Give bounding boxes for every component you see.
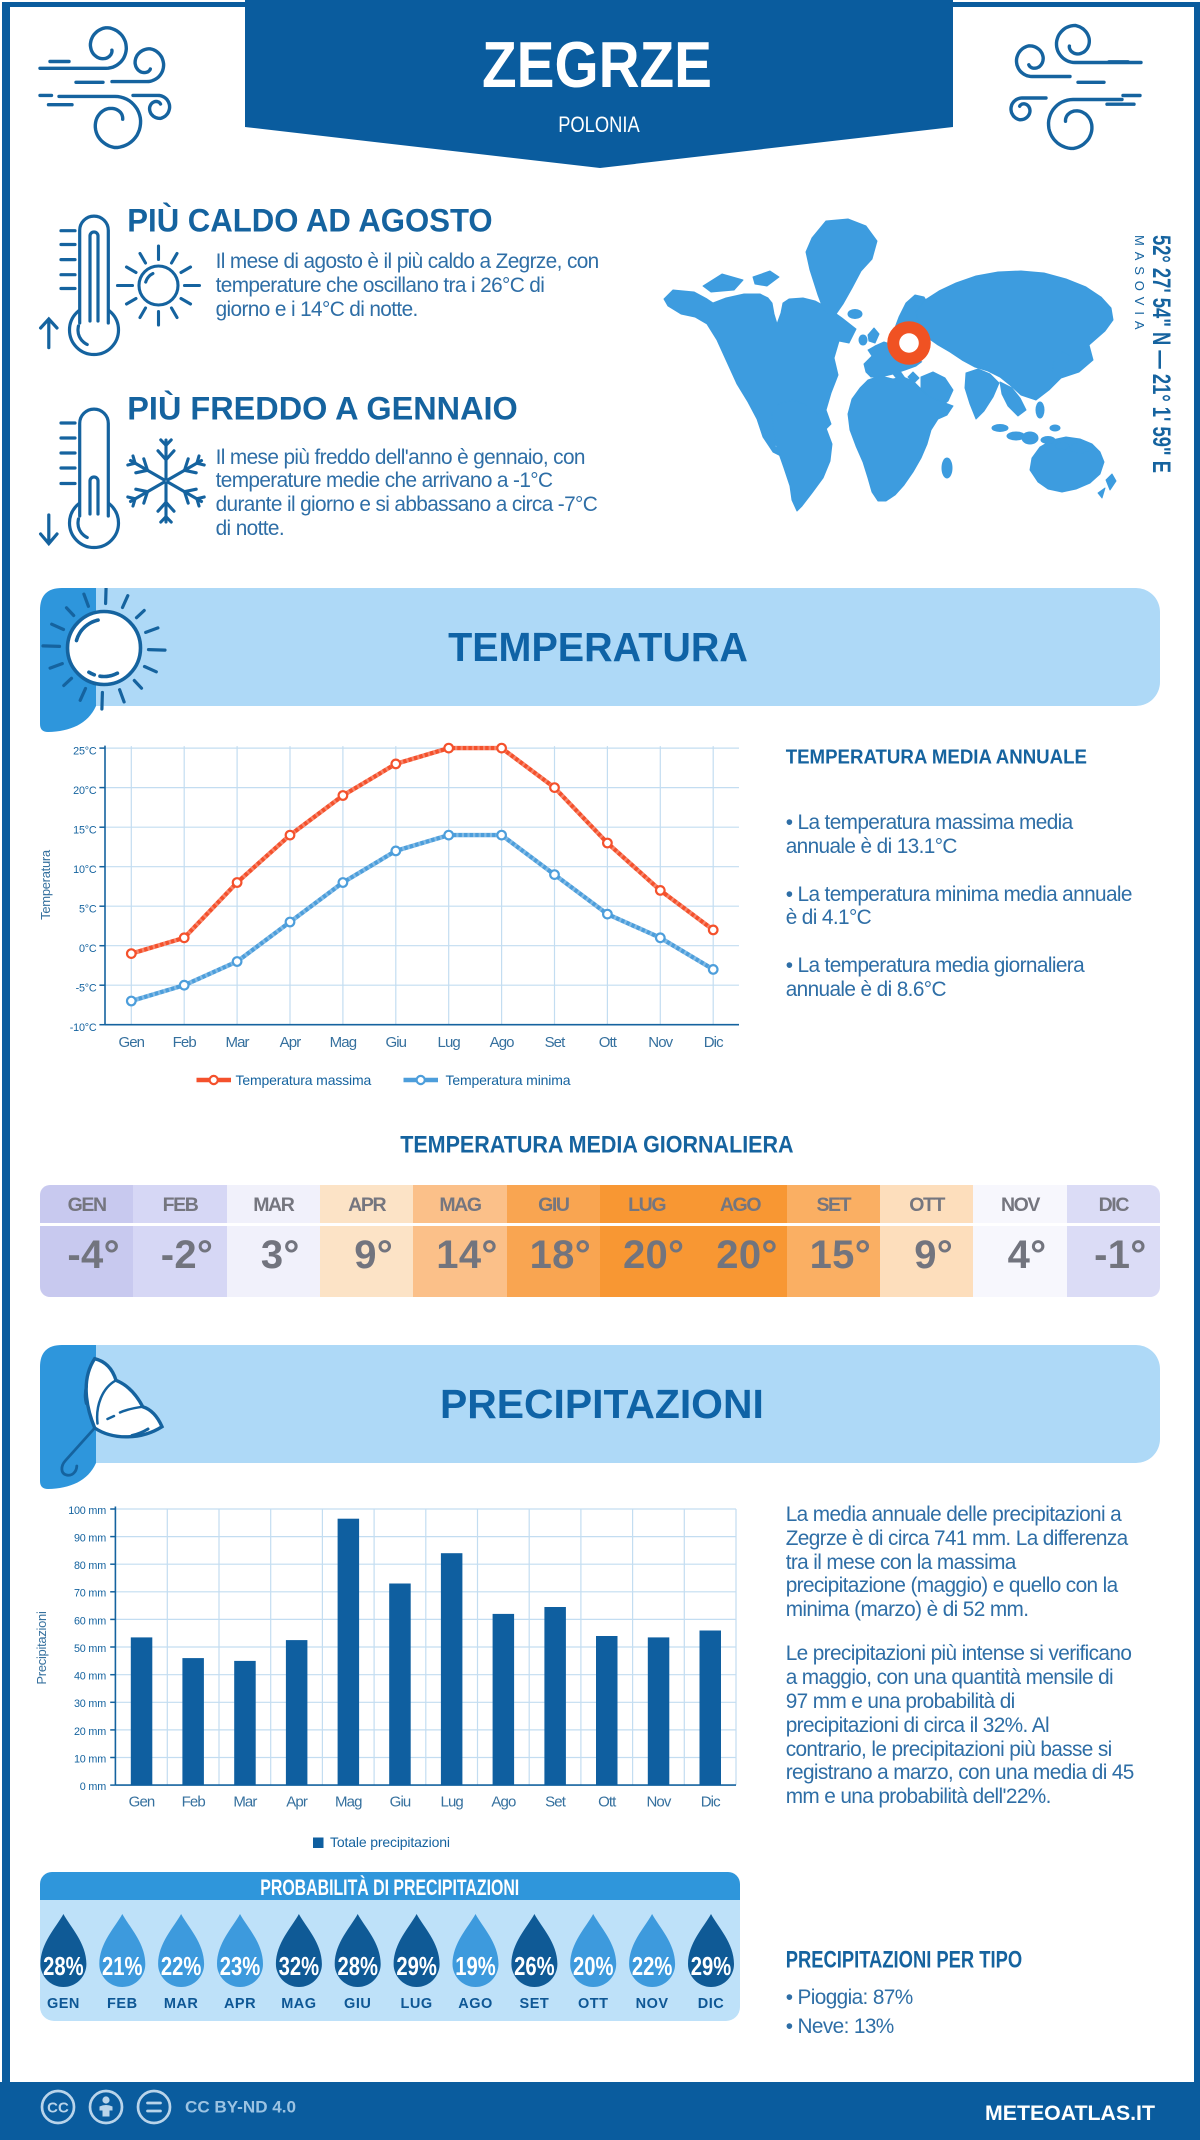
svg-text:20 mm: 20 mm xyxy=(74,1726,106,1738)
svg-text:MAR: MAR xyxy=(164,1996,199,2012)
svg-text:Gen: Gen xyxy=(129,1794,155,1811)
svg-text:SET: SET xyxy=(520,1996,550,2012)
svg-text:Feb: Feb xyxy=(182,1794,206,1811)
svg-text:Dic: Dic xyxy=(701,1794,721,1811)
svg-text:50 mm: 50 mm xyxy=(74,1643,106,1655)
svg-text:PROBABILITÀ DI PRECIPITAZIONI: PROBABILITÀ DI PRECIPITAZIONI xyxy=(260,1875,519,1900)
svg-text:METEOATLAS.IT: METEOATLAS.IT xyxy=(985,2102,1155,2125)
svg-text:PRECIPITAZIONI PER TIPO: PRECIPITAZIONI PER TIPO xyxy=(786,1947,1023,1973)
svg-text:PIÙ CALDO AD AGOSTO: PIÙ CALDO AD AGOSTO xyxy=(127,202,492,239)
svg-text:Lug: Lug xyxy=(441,1794,464,1811)
svg-text:MAG: MAG xyxy=(281,1996,316,2012)
svg-text:Mag: Mag xyxy=(330,1034,357,1051)
svg-text:Dic: Dic xyxy=(704,1034,724,1051)
svg-text:Totale precipitazioni: Totale precipitazioni xyxy=(330,1834,450,1850)
svg-text:Ott: Ott xyxy=(598,1794,617,1811)
svg-text:23%: 23% xyxy=(220,1951,261,1981)
svg-text:-5°C: -5°C xyxy=(76,983,97,995)
svg-text:Precipitazioni: Precipitazioni xyxy=(34,1611,49,1685)
svg-text:Ago: Ago xyxy=(491,1794,516,1811)
svg-text:10°C: 10°C xyxy=(73,864,97,876)
svg-text:Temperatura minima: Temperatura minima xyxy=(446,1072,571,1088)
svg-text:22%: 22% xyxy=(632,1951,673,1981)
svg-text:Feb: Feb xyxy=(173,1034,197,1051)
svg-text:Mar: Mar xyxy=(233,1794,257,1811)
svg-text:TEMPERATURA MEDIA GIORNALIERA: TEMPERATURA MEDIA GIORNALIERA xyxy=(400,1132,793,1159)
svg-text:Set: Set xyxy=(545,1034,567,1051)
svg-text:32%: 32% xyxy=(279,1951,320,1981)
svg-text:Apr: Apr xyxy=(286,1794,308,1811)
svg-text:DIC: DIC xyxy=(698,1996,725,2012)
svg-text:0 mm: 0 mm xyxy=(80,1781,106,1793)
svg-text:Set: Set xyxy=(545,1794,567,1811)
svg-text:-10°C: -10°C xyxy=(70,1022,97,1034)
svg-text:Apr: Apr xyxy=(280,1034,302,1051)
svg-text:Nov: Nov xyxy=(647,1794,672,1811)
svg-text:PIÙ FREDDO A GENNAIO: PIÙ FREDDO A GENNAIO xyxy=(127,389,518,426)
svg-text:0°C: 0°C xyxy=(79,943,97,955)
svg-text:APR: APR xyxy=(224,1996,256,2012)
svg-text:CC BY-ND 4.0: CC BY-ND 4.0 xyxy=(185,2099,296,2117)
svg-text:Mar: Mar xyxy=(226,1034,250,1051)
svg-text:40 mm: 40 mm xyxy=(74,1671,106,1683)
svg-text:OTT: OTT xyxy=(578,1996,609,2012)
svg-text:20°C: 20°C xyxy=(73,785,97,797)
svg-text:5°C: 5°C xyxy=(79,904,97,916)
svg-text:90 mm: 90 mm xyxy=(74,1533,106,1545)
svg-text:60 mm: 60 mm xyxy=(74,1615,106,1627)
svg-text:100 mm: 100 mm xyxy=(68,1505,106,1517)
svg-text:29%: 29% xyxy=(396,1951,437,1981)
svg-text:25°C: 25°C xyxy=(73,746,97,758)
svg-text:Temperatura: Temperatura xyxy=(38,849,53,920)
svg-text:80 mm: 80 mm xyxy=(74,1560,106,1572)
svg-text:Nov: Nov xyxy=(648,1034,673,1051)
svg-text:29%: 29% xyxy=(691,1951,732,1981)
svg-text:ZEGRZE: ZEGRZE xyxy=(482,28,712,101)
svg-text:MASOVIA: MASOVIA xyxy=(1132,235,1147,331)
svg-text:28%: 28% xyxy=(43,1951,83,1981)
svg-text:PRECIPITAZIONI: PRECIPITAZIONI xyxy=(440,1381,764,1427)
svg-text:15°C: 15°C xyxy=(73,825,97,837)
svg-text:52° 27' 54" N — 21° 1' 59" E: 52° 27' 54" N — 21° 1' 59" E xyxy=(1147,235,1175,473)
svg-text:AGO: AGO xyxy=(458,1996,493,2012)
svg-text:Lug: Lug xyxy=(438,1034,461,1051)
svg-text:POLONIA: POLONIA xyxy=(558,112,640,137)
svg-text:GIU: GIU xyxy=(344,1996,371,2012)
svg-text:28%: 28% xyxy=(337,1951,378,1981)
svg-text:GEN: GEN xyxy=(47,1996,80,2012)
svg-text:TEMPERATURA: TEMPERATURA xyxy=(448,624,748,670)
svg-text:70 mm: 70 mm xyxy=(74,1588,106,1600)
svg-text:NOV: NOV xyxy=(636,1996,669,2012)
svg-text:TEMPERATURA MEDIA ANNUALE: TEMPERATURA MEDIA ANNUALE xyxy=(786,746,1087,769)
svg-text:Mag: Mag xyxy=(335,1794,362,1811)
svg-text:Giu: Giu xyxy=(390,1794,411,1811)
svg-text:21%: 21% xyxy=(102,1951,143,1981)
svg-text:10 mm: 10 mm xyxy=(74,1753,106,1765)
svg-text:20%: 20% xyxy=(573,1951,614,1981)
svg-text:CC: CC xyxy=(47,2100,69,2117)
svg-text:19%: 19% xyxy=(455,1951,496,1981)
svg-text:30 mm: 30 mm xyxy=(74,1698,106,1710)
svg-text:LUG: LUG xyxy=(401,1996,433,2012)
svg-text:FEB: FEB xyxy=(107,1996,138,2012)
svg-text:22%: 22% xyxy=(161,1951,202,1981)
svg-text:Giu: Giu xyxy=(385,1034,406,1051)
svg-text:Gen: Gen xyxy=(118,1034,144,1051)
svg-text:26%: 26% xyxy=(514,1951,555,1981)
svg-text:Ago: Ago xyxy=(490,1034,515,1051)
svg-text:Ott: Ott xyxy=(599,1034,618,1051)
svg-text:Temperatura massima: Temperatura massima xyxy=(236,1072,372,1088)
